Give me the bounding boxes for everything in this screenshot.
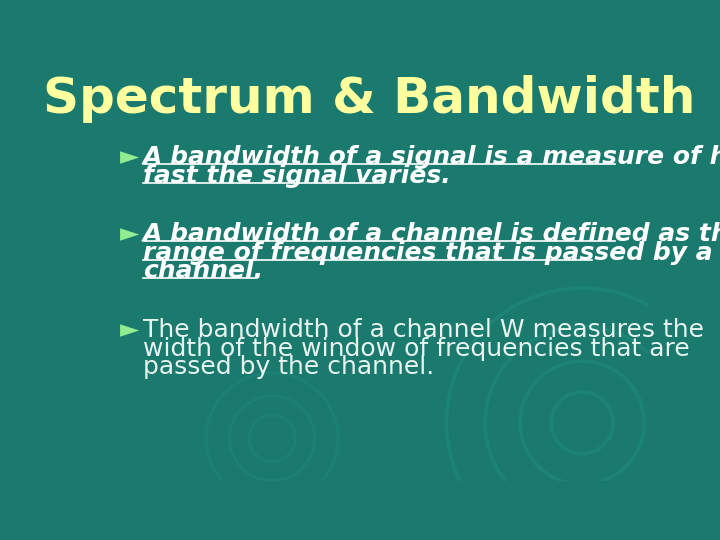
Text: Spectrum & Bandwidth: Spectrum & Bandwidth bbox=[42, 76, 696, 124]
Text: A bandwidth of a signal is a measure of how: A bandwidth of a signal is a measure of … bbox=[143, 145, 720, 169]
Text: fast the signal varies.: fast the signal varies. bbox=[143, 164, 451, 188]
Text: ►: ► bbox=[120, 222, 139, 246]
Text: range of frequencies that is passed by a: range of frequencies that is passed by a bbox=[143, 241, 712, 265]
Text: channel.: channel. bbox=[143, 259, 263, 283]
Text: ►: ► bbox=[120, 319, 139, 342]
Text: ►: ► bbox=[120, 145, 139, 169]
Text: width of the window of frequencies that are: width of the window of frequencies that … bbox=[143, 337, 690, 361]
Text: A bandwidth of a channel is defined as the: A bandwidth of a channel is defined as t… bbox=[143, 222, 720, 246]
Text: The bandwidth of a channel W measures the: The bandwidth of a channel W measures th… bbox=[143, 319, 703, 342]
Text: passed by the channel.: passed by the channel. bbox=[143, 355, 434, 380]
